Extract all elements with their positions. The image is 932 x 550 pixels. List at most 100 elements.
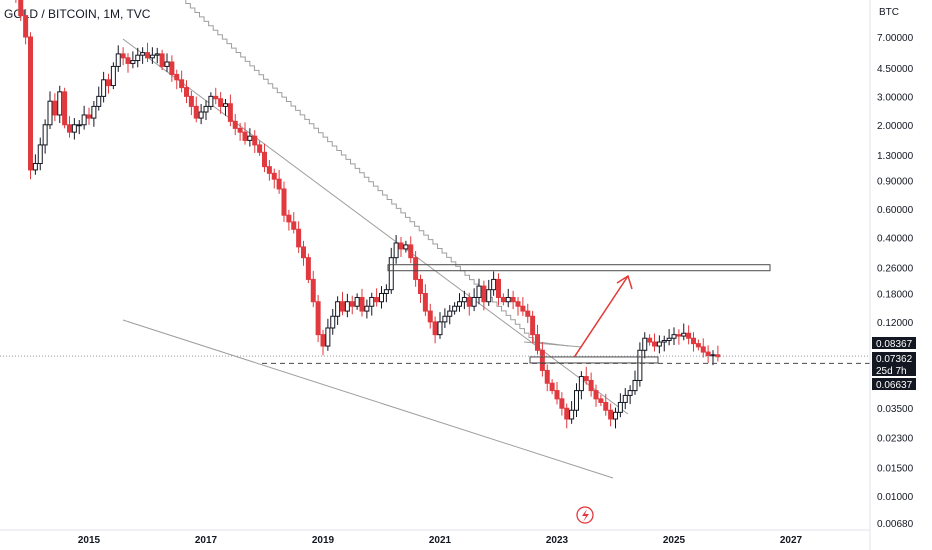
candle-body xyxy=(671,334,677,339)
candle xyxy=(81,105,87,130)
candle-body xyxy=(96,95,102,107)
candle-body xyxy=(208,95,214,107)
candle xyxy=(642,332,648,359)
flash-icon-bolt xyxy=(582,509,589,522)
candle xyxy=(700,338,706,358)
candle xyxy=(535,324,540,355)
candle xyxy=(276,169,282,194)
price-axis-tick: 0.60000 xyxy=(877,205,914,216)
candle xyxy=(232,114,238,136)
candle xyxy=(223,99,228,116)
projection-arrow-head xyxy=(616,274,633,290)
candle-body xyxy=(67,124,72,133)
candle-body xyxy=(613,411,618,420)
candle xyxy=(76,120,82,135)
support-box xyxy=(529,356,659,364)
candle-body xyxy=(179,79,185,89)
candle-body xyxy=(578,376,584,392)
candle-body xyxy=(554,390,560,400)
candle-body xyxy=(535,334,540,351)
candle-body xyxy=(81,114,87,126)
candle-body xyxy=(237,127,243,133)
candle xyxy=(647,334,653,346)
candle xyxy=(544,364,550,392)
candle xyxy=(598,394,604,407)
candle xyxy=(656,335,662,354)
candle xyxy=(115,45,121,72)
candle xyxy=(491,271,497,296)
projection-arrow-line xyxy=(573,275,629,358)
candle-body xyxy=(481,285,487,303)
candle-body xyxy=(666,337,672,341)
candle-body xyxy=(218,98,224,107)
candle-body xyxy=(57,91,63,116)
candle xyxy=(15,0,17,3)
candle-body xyxy=(247,135,253,141)
candle-body xyxy=(310,278,316,303)
candle-body xyxy=(52,100,58,116)
candle-body xyxy=(374,296,380,303)
candle-body xyxy=(174,73,180,81)
price-axis-tick: 2.00000 xyxy=(877,121,914,132)
candle-body xyxy=(598,398,604,403)
candle xyxy=(140,47,146,64)
candle xyxy=(281,181,287,222)
candle xyxy=(315,295,321,343)
candle xyxy=(86,107,92,125)
price-axis-tick: 0.90000 xyxy=(877,177,914,188)
candle-body xyxy=(110,65,116,87)
candle-body xyxy=(656,341,662,347)
candle-body xyxy=(530,315,536,336)
candle-body xyxy=(227,103,233,122)
candle-body xyxy=(135,54,141,62)
candle-body xyxy=(305,257,311,280)
candle-body xyxy=(705,351,711,357)
candle xyxy=(247,128,253,147)
candle-body xyxy=(23,15,29,38)
candle-body xyxy=(281,188,287,216)
candle xyxy=(578,371,584,400)
candle xyxy=(505,288,511,308)
resistance-box xyxy=(387,264,771,272)
stepped-line xyxy=(185,0,569,347)
candle-body xyxy=(188,95,194,107)
candle xyxy=(101,71,107,103)
candle xyxy=(18,0,24,22)
candle xyxy=(96,86,102,111)
candle xyxy=(408,236,414,264)
candle-body xyxy=(120,53,126,59)
candle xyxy=(398,236,404,257)
candle xyxy=(242,122,248,145)
candle xyxy=(383,284,389,303)
price-axis-tick: 0.00680 xyxy=(877,519,914,530)
candle-body xyxy=(28,36,33,171)
candle xyxy=(23,8,29,45)
time-axis-tick: 2027 xyxy=(780,535,803,546)
candle-body xyxy=(169,61,175,75)
candle xyxy=(554,382,560,405)
candle xyxy=(218,92,224,114)
candle-body xyxy=(315,301,321,336)
candle-body xyxy=(106,79,111,87)
candle-body xyxy=(62,91,68,126)
chart-symbol-title: GOLD / BITCOIN, 1M, TVC xyxy=(4,7,151,21)
candle xyxy=(403,240,409,253)
candle-body xyxy=(486,289,492,303)
candle xyxy=(67,116,72,138)
candle xyxy=(539,342,545,377)
candle-body xyxy=(544,369,550,384)
candle xyxy=(344,293,350,318)
candle-body xyxy=(266,166,272,174)
candle xyxy=(330,308,336,335)
candle xyxy=(37,137,43,171)
candle xyxy=(262,143,267,173)
candle xyxy=(549,379,555,395)
candle xyxy=(237,122,243,141)
candle xyxy=(125,53,131,73)
candle xyxy=(457,293,462,312)
candle xyxy=(691,332,696,352)
candle-body xyxy=(452,305,458,312)
candle xyxy=(325,318,331,351)
candle xyxy=(652,333,657,352)
